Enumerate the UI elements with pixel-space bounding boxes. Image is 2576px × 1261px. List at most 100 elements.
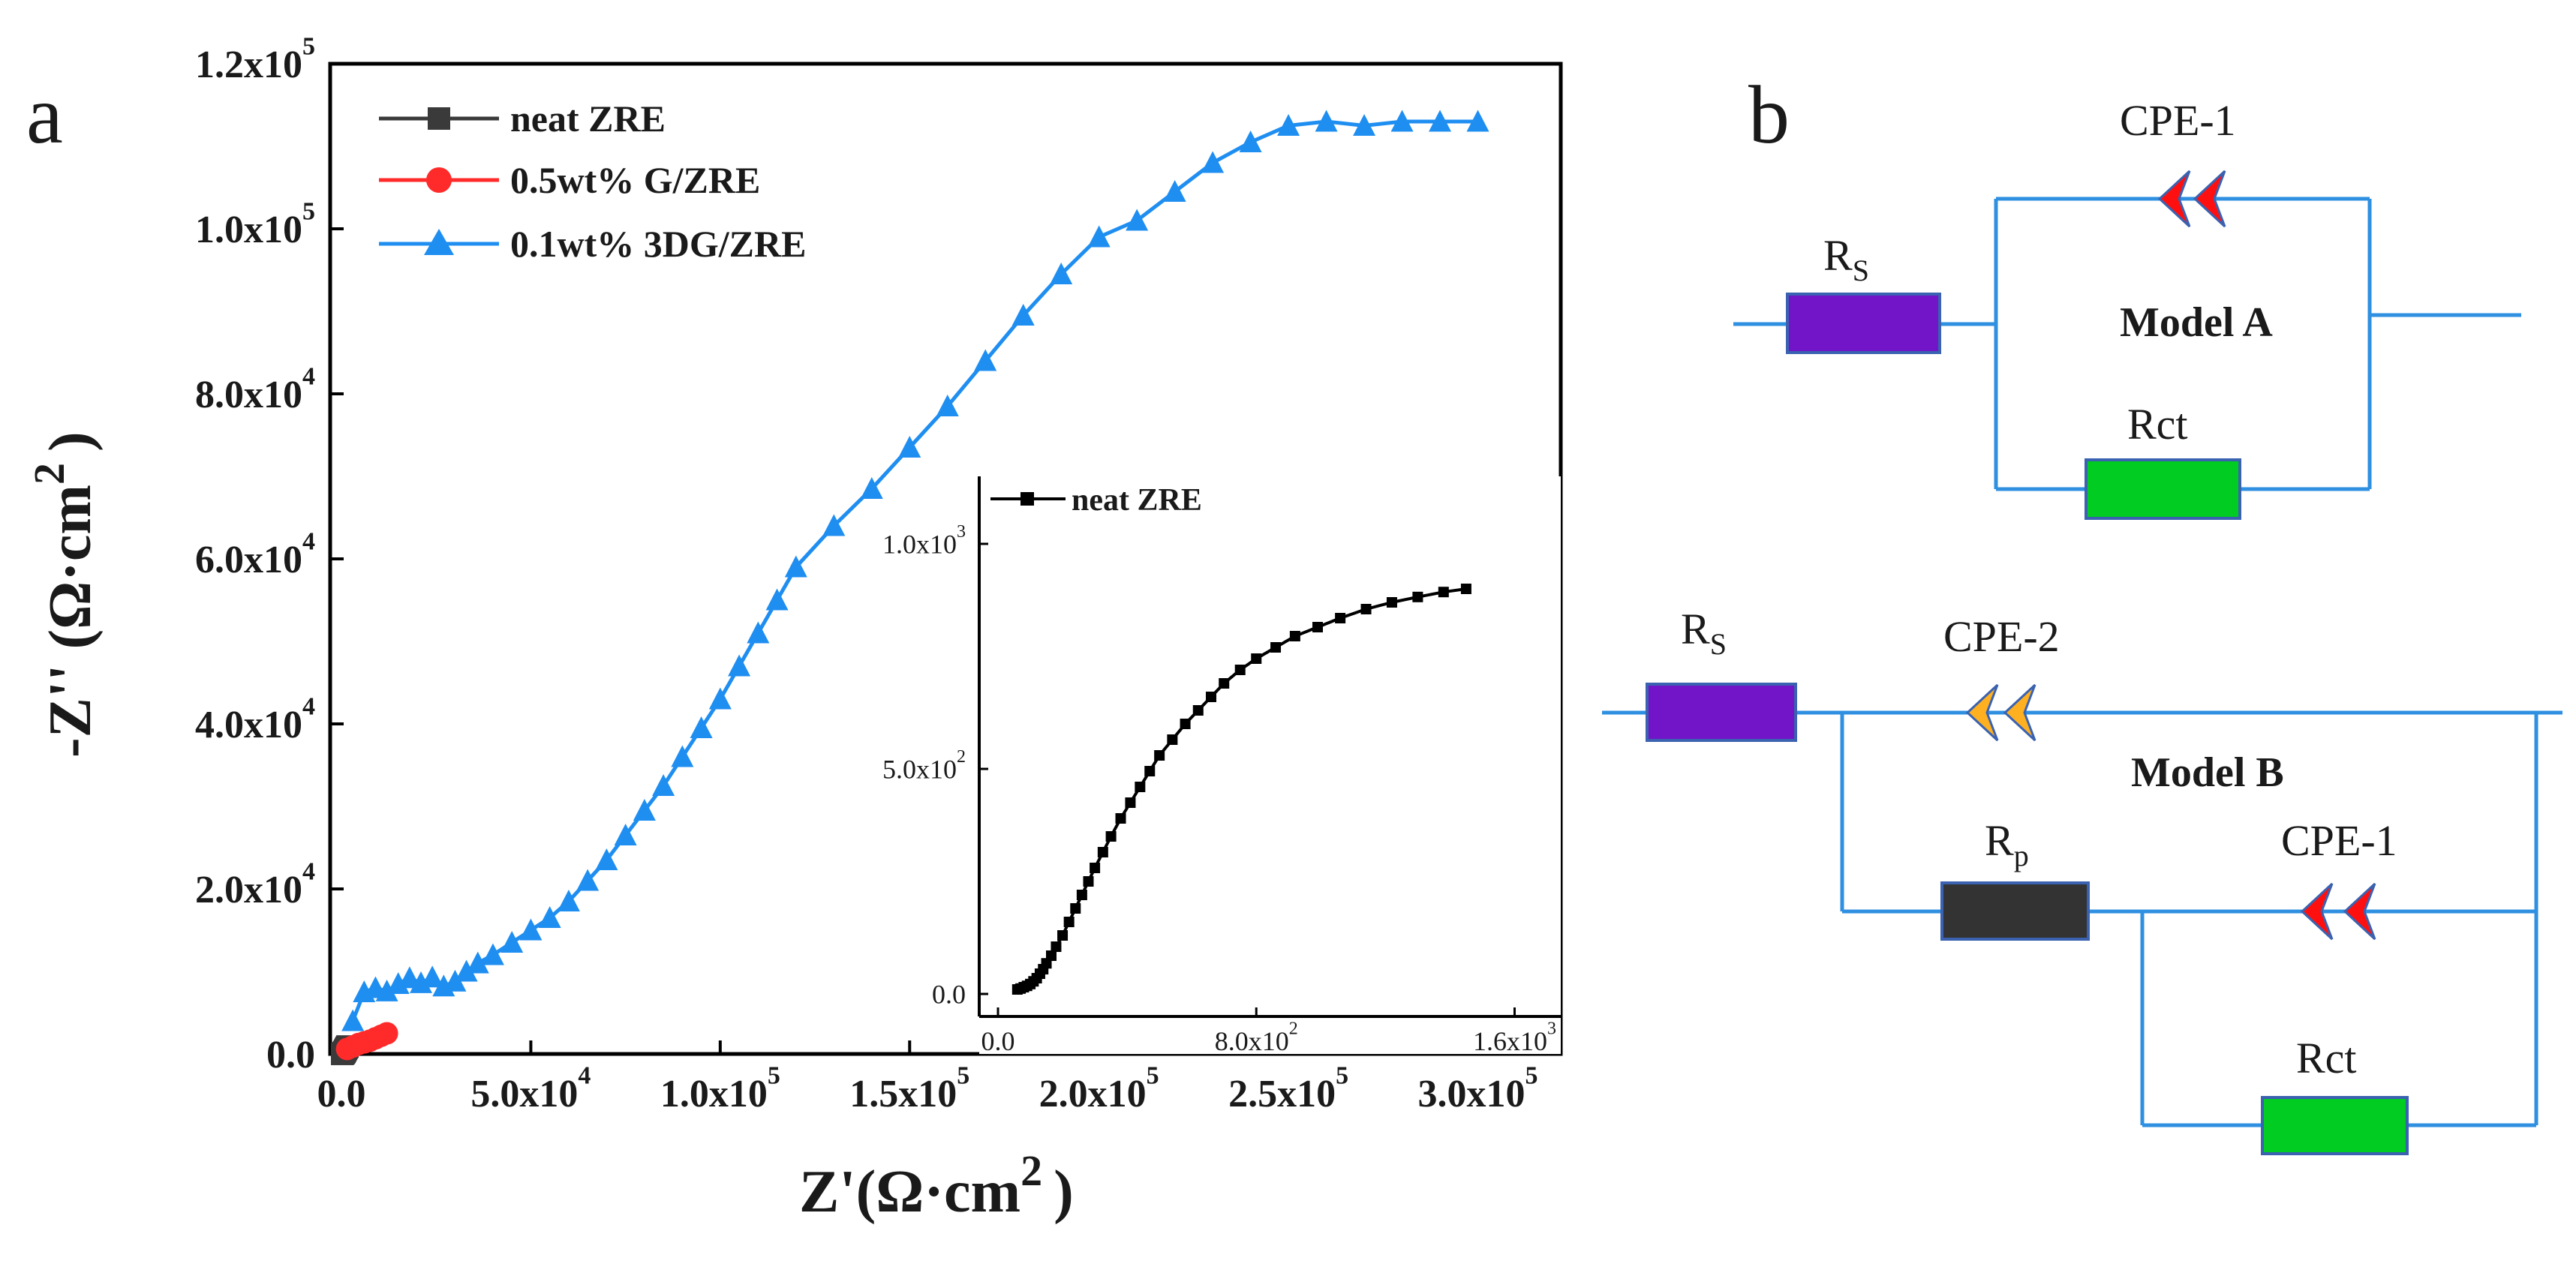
main-x-tick-label-0: 0.0 <box>317 1073 366 1115</box>
model-a-cpe1-chevron-1 <box>2157 170 2191 228</box>
main-y-tick-label-3: 6.0x104 <box>195 528 315 582</box>
inset-point-neat-zre-14 <box>1070 903 1081 914</box>
main-point-0-1wt-3dg-zre-29 <box>822 514 846 536</box>
x-axis-label-sup: 2 <box>1020 1146 1042 1195</box>
model-b-cpe2-label: CPE-2 <box>1943 612 2060 661</box>
inset-point-neat-zre-30 <box>1234 665 1246 675</box>
main-point-0-1wt-3dg-zre-4 <box>386 972 410 994</box>
main-point-0-1wt-3dg-zre-21 <box>652 774 675 796</box>
main-point-0-1wt-3dg-zre-40 <box>1239 131 1262 152</box>
main-x-tick-label-3: 1.5x105 <box>849 1061 969 1115</box>
inset-point-neat-zre-12 <box>1057 930 1069 941</box>
model-a-rs-label: RS <box>1823 231 1869 287</box>
y-axis-label: -Z'' (Ω·cm2) <box>25 431 104 758</box>
main-point-0-1wt-3dg-zre-10 <box>455 959 478 982</box>
main-point-0-1wt-3dg-zre-36 <box>1087 225 1111 248</box>
legend-entry-neat-zre: neat ZRE <box>379 98 666 140</box>
main-point-0-1wt-3dg-zre-46 <box>1466 110 1489 132</box>
x-axis-label-end: ) <box>1054 1159 1074 1225</box>
main-y-tick-label-6: 1.2x105 <box>195 33 315 87</box>
model-b-cpe1-label: CPE-1 <box>2281 816 2397 865</box>
y-axis-label-end: ) <box>38 431 104 452</box>
inset-point-neat-zre-28 <box>1206 692 1216 702</box>
main-point-0-1wt-3dg-zre-38 <box>1163 180 1186 202</box>
model-b-rs-resistor <box>1646 683 1797 742</box>
main-point-0-1wt-3dg-zre-24 <box>708 687 732 710</box>
main-point-0-1wt-3dg-zre-6 <box>410 971 433 993</box>
model-b-rp-resistor <box>1940 881 2090 941</box>
model-a-cpe1-chevron-2 <box>2193 170 2226 228</box>
inset-legend: neat ZRE <box>990 483 1202 518</box>
inset-point-neat-zre-11 <box>1051 941 1062 952</box>
model-a-cpe1-element <box>2157 170 2226 228</box>
inset-x-tick-label-0: 0.0 <box>981 1026 1015 1056</box>
legend-marker-3dg-zre <box>424 229 454 255</box>
inset-point-neat-zre-15 <box>1076 890 1087 900</box>
main-point-0-1wt-3dg-zre-28 <box>784 555 807 578</box>
circuit-model-b: RS CPE-2 Model B Rp CPE-1 Rct <box>1602 605 2562 1155</box>
inset-legend-label: neat ZRE <box>1072 483 1202 518</box>
panel-a-label: a <box>26 69 63 161</box>
main-point-0-1wt-3dg-zre-22 <box>671 745 694 767</box>
inset-axis-ticks: 0.0 8.0x102 1.6x103 0.0 5.0x102 1.0x103 <box>882 522 1556 1056</box>
inset-point-neat-zre-10 <box>1046 950 1057 961</box>
main-x-tick-label-5: 2.5x105 <box>1228 1061 1348 1115</box>
model-b-cpe1-chevron-1 <box>2300 882 2334 941</box>
main-point-0-1wt-3dg-zre-14 <box>519 918 543 941</box>
inset-point-neat-zre-24 <box>1154 750 1165 761</box>
main-y-tick-label-1: 2.0x104 <box>195 858 315 912</box>
inset-point-neat-zre-18 <box>1097 847 1108 857</box>
model-a-cpe1-label: CPE-1 <box>2120 96 2236 145</box>
inset-point-neat-zre-37 <box>1386 597 1397 608</box>
model-b-cpe1-chevron-2 <box>2343 882 2376 941</box>
inset-point-neat-zre-13 <box>1063 917 1075 927</box>
x-axis-label-text: Z'(Ω·cm <box>799 1159 1020 1225</box>
inset-point-neat-zre-36 <box>1360 604 1372 614</box>
model-a-rct-label: Rct <box>2127 400 2188 449</box>
inset-point-neat-zre-21 <box>1125 797 1136 808</box>
main-point-0-1wt-3dg-zre-31 <box>898 436 921 458</box>
inset-point-neat-zre-32 <box>1270 642 1282 653</box>
main-point-0-1wt-3dg-zre-32 <box>936 395 959 416</box>
main-point-0-1wt-3dg-zre-42 <box>1315 110 1338 132</box>
inset-plot: 0.0 8.0x102 1.6x103 0.0 5.0x102 1.0x103 neat … <box>882 476 1561 1056</box>
main-point-0-1wt-3dg-zre-43 <box>1353 114 1376 136</box>
inset-point-neat-zre-25 <box>1167 734 1178 745</box>
inset-point-neat-zre-38 <box>1412 591 1423 602</box>
inset-y-tick-label-2: 1.0x103 <box>882 522 966 560</box>
model-b-cpe2-element <box>1965 683 2036 742</box>
main-legend: neat ZRE 0.5wt% G/ZRE 0.1wt% 3DG/ZRE <box>379 98 806 265</box>
main-y-tick-label-2: 4.0x104 <box>195 693 315 747</box>
model-b-rp-subscript: p <box>2014 839 2029 872</box>
main-point-0-1wt-3dg-zre-25 <box>728 654 751 677</box>
main-point-0-1wt-3dg-zre-18 <box>595 848 618 870</box>
model-a-rct-resistor <box>2085 458 2241 520</box>
x-axis-label: Z'(Ω·cm2) <box>799 1146 1074 1225</box>
main-point-0-1wt-3dg-zre-20 <box>633 799 656 821</box>
legend-label-neat-zre: neat ZRE <box>510 98 666 140</box>
main-point-0-1wt-3dg-zre-27 <box>765 588 789 611</box>
inset-point-neat-zre-16 <box>1083 876 1094 887</box>
main-point-0-1wt-3dg-zre-19 <box>614 824 637 845</box>
main-y-tick-label-5: 1.0x105 <box>195 198 315 252</box>
main-x-tick-label-6: 3.0x105 <box>1418 1061 1538 1115</box>
legend-label-3dg-zre: 0.1wt% 3DG/ZRE <box>510 223 806 265</box>
main-point-0-1wt-3dg-zre-30 <box>860 477 883 499</box>
model-b-cpe2-chevron-2 <box>2003 683 2036 742</box>
main-point-0-1wt-3dg-zre-26 <box>747 621 770 644</box>
inset-point-neat-zre-26 <box>1180 719 1191 729</box>
model-b-rp-label: Rp <box>1985 816 2029 872</box>
model-b-cpe2-chevron-1 <box>1965 683 1999 742</box>
main-point-0-1wt-3dg-zre-39 <box>1201 151 1225 173</box>
inset-point-neat-zre-40 <box>1460 584 1471 594</box>
main-x-tick-label-1: 5.0x104 <box>470 1061 591 1115</box>
model-b-rs-label: RS <box>1681 605 1727 661</box>
inset-background <box>979 476 1561 1054</box>
inset-point-neat-zre-39 <box>1438 587 1449 598</box>
inset-x-tick-label-1: 8.0x102 <box>1215 1019 1298 1056</box>
main-point-0-1wt-3dg-zre-23 <box>690 716 713 738</box>
inset-legend-marker <box>1020 492 1034 506</box>
inset-point-neat-zre-23 <box>1144 766 1156 776</box>
y-axis-label-sup: 2 <box>25 463 74 485</box>
main-point-0-1wt-3dg-zre-45 <box>1429 110 1452 132</box>
